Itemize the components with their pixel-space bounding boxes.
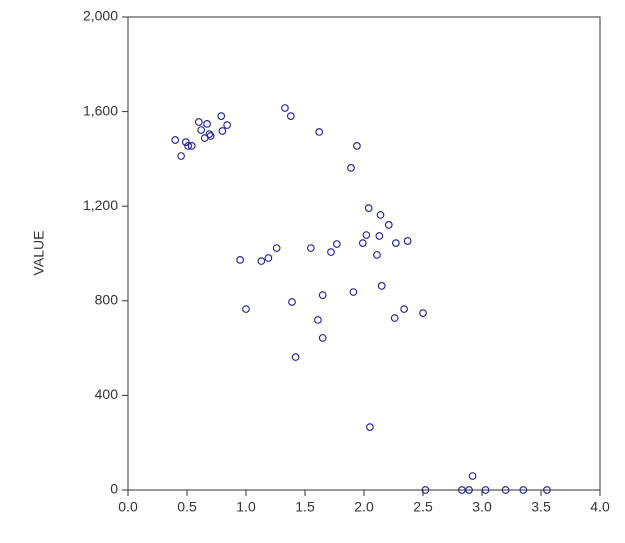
point	[315, 128, 324, 136]
y-tick-label: 0	[110, 481, 118, 497]
x-tick-label: 2.5	[413, 499, 433, 515]
point	[377, 282, 386, 290]
point	[286, 112, 295, 120]
point	[468, 472, 477, 480]
y-tick-label: 400	[95, 386, 119, 402]
x-tick-label: 0.5	[177, 499, 197, 515]
y-tick-label: 2,000	[83, 8, 118, 24]
point	[421, 486, 430, 494]
point	[392, 239, 400, 247]
point	[376, 211, 385, 219]
point	[364, 204, 373, 212]
point	[501, 486, 510, 494]
x-tick-label: 3.5	[531, 499, 551, 515]
point	[358, 239, 367, 247]
point	[400, 305, 408, 313]
x-tick-label: 4.0	[590, 499, 610, 515]
point	[419, 309, 427, 317]
point	[197, 126, 206, 134]
point	[403, 237, 412, 245]
point	[373, 251, 381, 259]
point	[349, 288, 358, 296]
point	[347, 164, 355, 172]
y-axis-label: VALUE	[31, 231, 47, 276]
point	[218, 127, 227, 135]
point	[366, 423, 374, 431]
point	[203, 120, 211, 128]
point	[314, 316, 322, 324]
point	[318, 291, 327, 299]
point	[184, 142, 193, 150]
point	[327, 248, 335, 256]
point	[318, 334, 327, 342]
point	[206, 132, 215, 140]
point	[543, 486, 551, 494]
point	[519, 486, 528, 494]
x-tick-label: 1.5	[295, 499, 315, 515]
x-tick-label: 2.0	[354, 499, 374, 515]
point	[236, 256, 244, 264]
point	[181, 138, 190, 146]
point	[281, 104, 289, 112]
point	[288, 298, 296, 306]
point	[481, 486, 490, 494]
point	[353, 142, 361, 150]
x-tick-label: 0.0	[118, 499, 138, 515]
y-tick-label: 1,200	[83, 197, 118, 213]
point	[362, 231, 371, 239]
y-tick-label: 800	[95, 292, 119, 308]
point	[217, 112, 226, 120]
point	[242, 305, 250, 313]
point	[264, 254, 273, 262]
point	[384, 221, 393, 229]
point	[465, 486, 473, 494]
x-tick-label: 3.0	[472, 499, 492, 515]
x-tick-label: 1.0	[236, 499, 256, 515]
point	[291, 353, 300, 361]
point	[171, 136, 180, 144]
point	[205, 130, 214, 138]
point	[194, 118, 203, 126]
point	[333, 240, 341, 248]
point	[272, 244, 281, 252]
y-tick-label: 1,600	[83, 102, 118, 118]
point	[375, 232, 384, 240]
point	[223, 121, 231, 129]
plot-frame	[127, 16, 601, 491]
point	[390, 314, 399, 322]
point	[307, 244, 315, 252]
point	[187, 142, 196, 150]
point	[257, 257, 266, 265]
point	[177, 152, 185, 160]
